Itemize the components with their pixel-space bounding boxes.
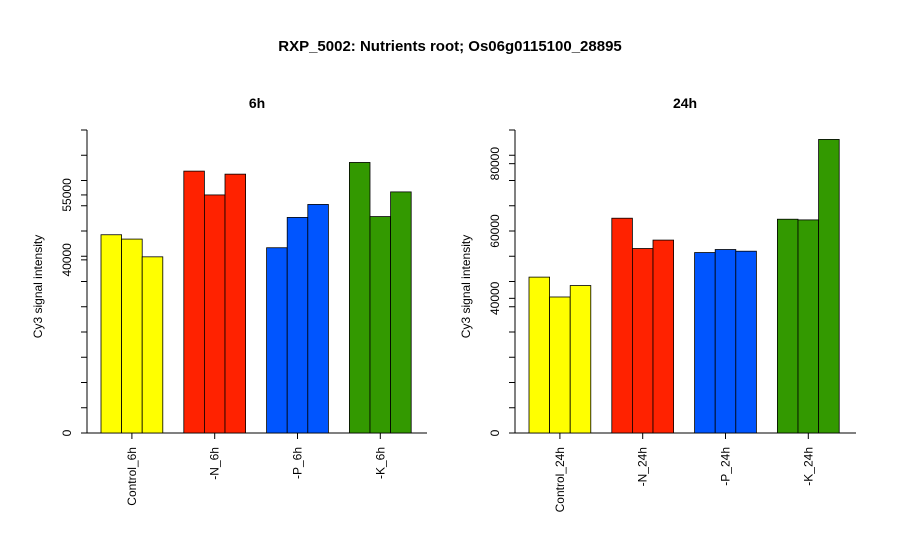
bar — [224, 173, 247, 434]
y-tick-label: 0 — [60, 429, 74, 436]
bar — [549, 296, 571, 434]
bar — [818, 139, 840, 434]
y-axis-label: Cy3 signal intensity — [459, 235, 473, 338]
bar — [121, 238, 143, 434]
x-tick-label: -N_24h — [636, 447, 650, 486]
y-tick-label: 80000 — [488, 147, 502, 181]
y-axis-label: Cy3 signal intensity — [31, 235, 45, 338]
bar — [714, 249, 737, 434]
bar — [735, 250, 757, 434]
x-tick-label: Control_6h — [125, 447, 139, 506]
bar — [776, 218, 799, 434]
bar — [569, 285, 592, 434]
bar — [797, 219, 820, 434]
bar — [694, 252, 716, 434]
x-tick-label: -P_6h — [291, 447, 305, 479]
bar — [631, 248, 654, 434]
y-tick-label: 60000 — [488, 214, 502, 248]
panel-title: 24h — [673, 95, 697, 111]
bar — [266, 247, 288, 434]
x-tick-label: -K_24h — [801, 447, 815, 486]
y-tick-label: 40000 — [60, 243, 74, 277]
bar — [183, 170, 205, 434]
bar — [307, 204, 329, 434]
bar — [652, 239, 675, 434]
bar — [141, 256, 164, 434]
panel-title: 6h — [249, 95, 265, 111]
x-tick-label: -N_6h — [208, 447, 222, 480]
bar — [369, 216, 392, 434]
panel-6h: 6h 0 40000 55000 Cy3 signal intensity Control… — [31, 95, 427, 506]
x-tick-label: -K_6h — [373, 447, 387, 479]
bar — [203, 194, 226, 434]
bar — [348, 162, 371, 434]
bar — [611, 217, 633, 434]
bar — [528, 276, 551, 434]
bar — [100, 234, 123, 434]
y-tick-label: 55000 — [60, 178, 74, 212]
bar — [286, 217, 309, 434]
bar — [390, 191, 412, 434]
panel-24h: 24h 0 40000 60000 80000 Cy3 signal intensity C… — [459, 95, 856, 512]
y-tick-label: 0 — [488, 429, 502, 436]
figure-title: RXP_5002: Nutrients root; Os06g0115100_2… — [278, 38, 622, 55]
y-tick-label: 40000 — [488, 281, 502, 315]
x-tick-label: Control_24h — [553, 447, 567, 512]
x-tick-label: -P_24h — [719, 447, 733, 486]
